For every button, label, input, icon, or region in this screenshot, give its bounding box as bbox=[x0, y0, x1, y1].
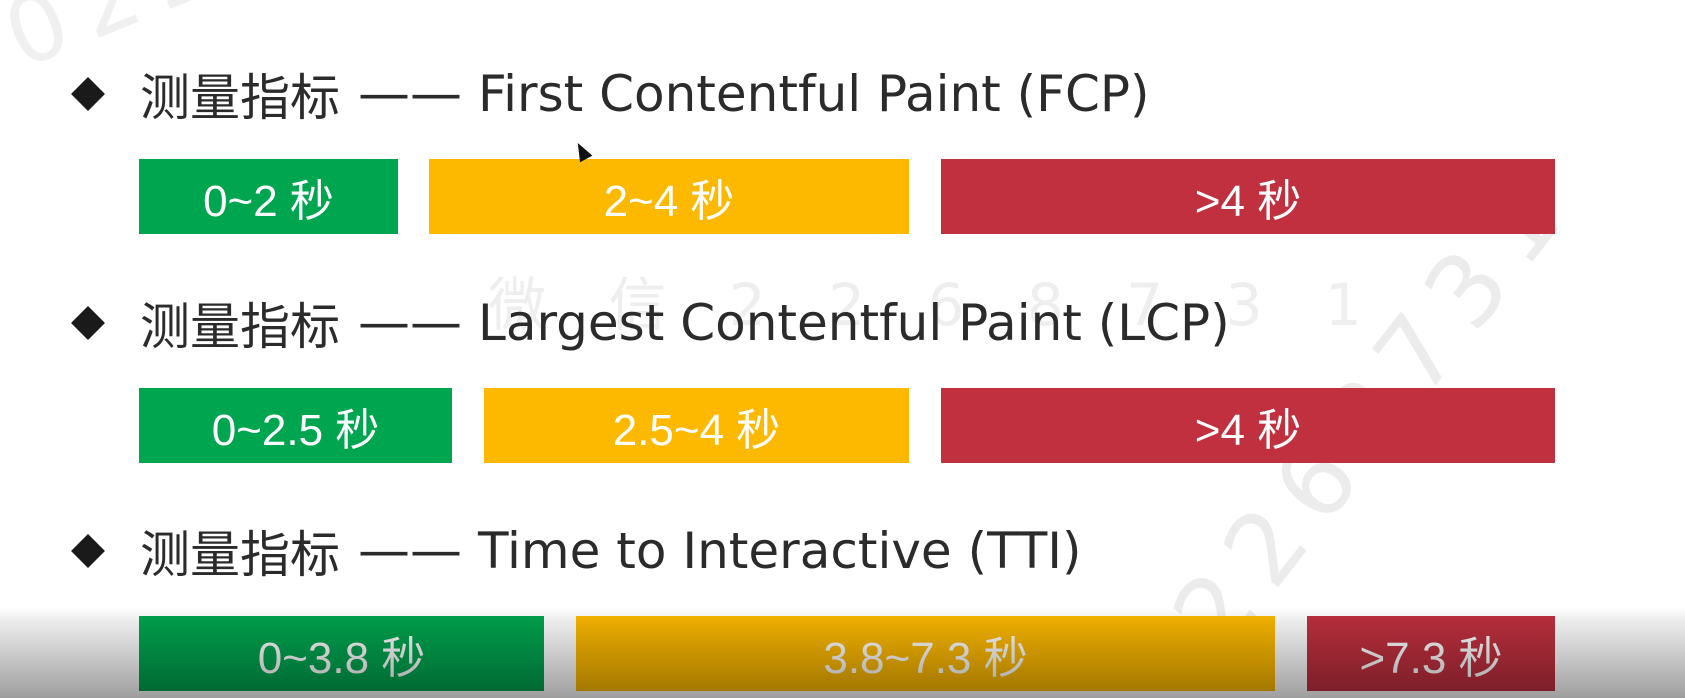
lcp-range-poor: >4 秒 bbox=[941, 388, 1555, 463]
title-dash: —— bbox=[358, 64, 462, 124]
metric-label-zh: 测量指标 bbox=[140, 526, 340, 584]
metric-title-lcp: 测量指标 —— Largest Contentful Paint (LCP) bbox=[68, 293, 1230, 356]
bullet-diamond-icon bbox=[71, 77, 105, 111]
tti-range-poor: >7.3 秒 bbox=[1307, 616, 1555, 691]
lcp-range-needs-improvement: 2.5~4 秒 bbox=[484, 388, 909, 463]
title-dash: —— bbox=[358, 293, 462, 353]
lcp-range-good: 0~2.5 秒 bbox=[139, 388, 452, 463]
title-dash: —— bbox=[358, 521, 462, 581]
fcp-range-poor: >4 秒 bbox=[941, 159, 1555, 234]
tti-range-good: 0~3.8 秒 bbox=[139, 616, 544, 691]
metric-label-en: First Contentful Paint (FCP) bbox=[478, 65, 1150, 123]
metric-label-en: Largest Contentful Paint (LCP) bbox=[478, 294, 1230, 352]
metric-label-en: Time to Interactive (TTI) bbox=[478, 522, 1082, 580]
fcp-range-good: 0~2 秒 bbox=[139, 159, 398, 234]
bullet-diamond-icon bbox=[71, 534, 105, 568]
metric-label-zh: 测量指标 bbox=[140, 298, 340, 356]
tti-range-needs-improvement: 3.8~7.3 秒 bbox=[576, 616, 1275, 691]
bullet-diamond-icon bbox=[71, 306, 105, 340]
metric-label-zh: 测量指标 bbox=[140, 69, 340, 127]
fcp-range-needs-improvement: 2~4 秒 bbox=[429, 159, 909, 234]
metric-title-fcp: 测量指标 —— First Contentful Paint (FCP) bbox=[68, 64, 1150, 127]
metric-title-tti: 测量指标 —— Time to Interactive (TTI) bbox=[68, 521, 1082, 584]
